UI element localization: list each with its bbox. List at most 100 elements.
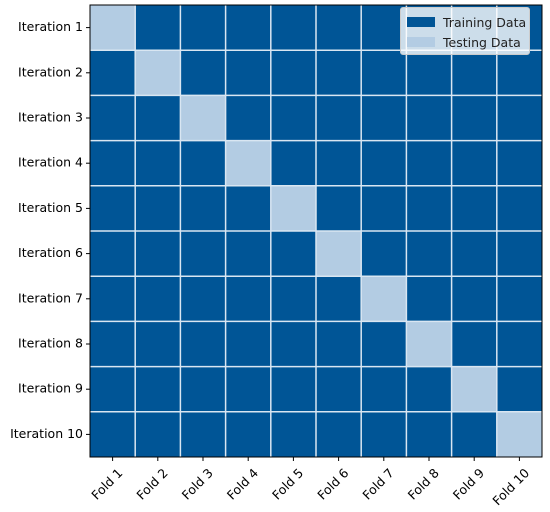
train-cell [270,95,316,141]
train-cell [90,50,136,96]
legend-swatch-training [407,17,435,27]
train-cell [451,411,497,457]
train-cell [135,5,181,51]
train-cell [406,95,452,141]
test-cell [180,95,226,141]
legend-item-testing: Testing Data [407,32,523,52]
train-cell [406,231,452,277]
train-cell [270,50,316,96]
y-tick-labels: Iteration 1 Iteration 2 Iteration 3 Iterati… [10,19,90,441]
y-tick-label: Iteration 1 [18,19,83,34]
train-cell [225,411,271,457]
train-cell [180,231,226,277]
x-tick-label: Fold 1 [88,465,125,502]
train-cell [135,366,181,412]
test-cell [90,5,136,51]
train-cell [361,140,407,186]
legend-label-testing: Testing Data [443,34,521,50]
train-cell [180,411,226,457]
train-cell [270,231,316,277]
train-cell [225,95,271,141]
train-cell [90,411,136,457]
train-cell [316,5,362,51]
test-cell [496,411,542,457]
y-tick-label: Iteration 2 [18,64,83,79]
train-cell [270,366,316,412]
train-cell [225,276,271,322]
train-cell [361,321,407,367]
x-tick-label: Fold 3 [179,465,216,502]
x-tick-label: Fold 10 [489,465,532,508]
train-cell [135,321,181,367]
y-tick-label: Iteration 9 [18,381,83,396]
train-cell [316,411,362,457]
train-cell [496,366,542,412]
plot-frame [89,4,543,458]
train-cell [406,140,452,186]
legend-label-training: Training Data [443,14,527,30]
train-cell [90,276,136,322]
train-cell [135,185,181,231]
y-tick-label: Iteration 10 [10,426,83,441]
train-cell [406,411,452,457]
test-cell [270,185,316,231]
test-cell [406,321,452,367]
train-cell [180,50,226,96]
train-cell [90,366,136,412]
legend-item-training: Training Data [407,12,527,32]
grid-lines [90,5,542,457]
train-cell [270,140,316,186]
train-cell [90,185,136,231]
train-cell [496,50,542,96]
train-cell [361,231,407,277]
test-cell [316,231,362,277]
train-cell [225,5,271,51]
train-cell [270,276,316,322]
train-cell [270,411,316,457]
train-cell [90,140,136,186]
train-cell [225,366,271,412]
train-cell [90,231,136,277]
train-cell [180,185,226,231]
train-cell [135,140,181,186]
train-cell [180,276,226,322]
train-cell [135,231,181,277]
train-cell [316,321,362,367]
train-cell [496,95,542,141]
train-cell [361,5,407,51]
x-tick-label: Fold 4 [224,465,261,502]
train-cell [451,231,497,277]
x-tick-labels: Fold 1 Fold 2 Fold 3 Fold 4 Fold 5 Fold 6 Fold… [88,457,532,508]
train-cell [496,140,542,186]
train-cell [361,366,407,412]
train-cell [316,185,362,231]
train-cell [316,276,362,322]
y-tick-label: Iteration 6 [18,245,83,260]
x-tick-label: Fold 2 [133,465,170,502]
train-cell [496,231,542,277]
train-cell [90,321,136,367]
train-cell [225,321,271,367]
train-cell [451,50,497,96]
train-cell [180,140,226,186]
train-cell [451,95,497,141]
train-cell [316,95,362,141]
train-cell [316,50,362,96]
train-cell [225,231,271,277]
train-cell [496,276,542,322]
y-tick-label: Iteration 5 [18,200,83,215]
train-cell [135,95,181,141]
test-cell [361,276,407,322]
train-cell [180,366,226,412]
x-tick-label: Fold 6 [314,465,351,502]
test-cell [451,366,497,412]
x-tick-label: Fold 9 [450,465,487,502]
train-cell [451,276,497,322]
test-cell [225,140,271,186]
train-cell [406,276,452,322]
train-cell [496,185,542,231]
x-tick-label: Fold 8 [405,465,442,502]
y-tick-label: Iteration 3 [18,110,83,125]
train-cell [180,321,226,367]
